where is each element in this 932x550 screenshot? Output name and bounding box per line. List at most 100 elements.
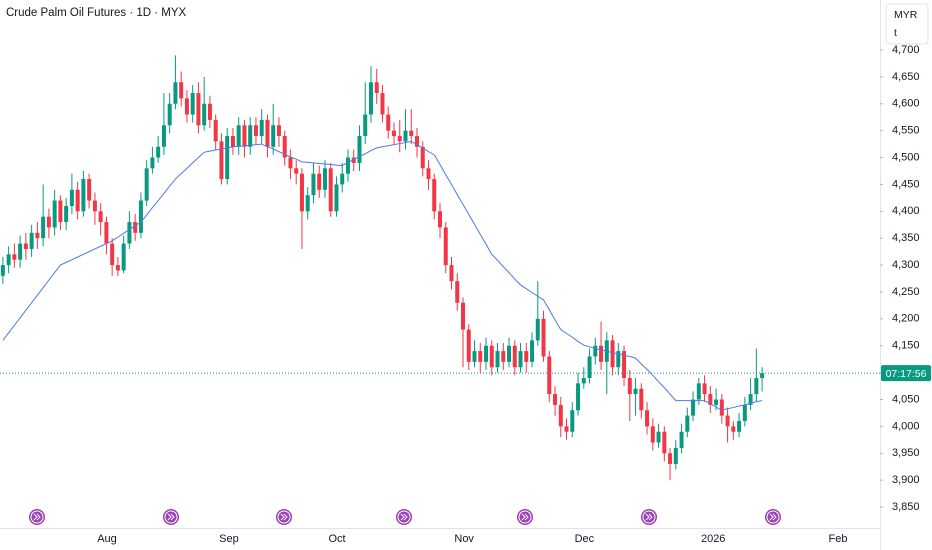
- candle-body: [150, 157, 155, 169]
- candle-body: [558, 404, 563, 427]
- currency-box[interactable]: [885, 3, 929, 45]
- candle-body: [645, 410, 650, 427]
- candle-body: [668, 453, 673, 465]
- candle-body: [495, 351, 500, 368]
- candle-body: [23, 243, 28, 249]
- candle-body: [317, 173, 322, 190]
- y-tick-label: 4,350: [892, 232, 920, 244]
- candle-body: [104, 222, 109, 244]
- candle-body: [363, 114, 368, 137]
- candle-body: [449, 265, 454, 282]
- candle-body: [386, 114, 391, 131]
- candle-body: [742, 404, 747, 422]
- candle-body: [75, 189, 80, 212]
- y-tick-label: 4,550: [892, 125, 920, 137]
- candle-body: [35, 232, 40, 239]
- candle-body: [144, 168, 149, 201]
- candle-body: [305, 195, 310, 212]
- candle-body: [12, 254, 17, 260]
- event-icon[interactable]: [396, 509, 412, 525]
- candle-body: [219, 141, 224, 180]
- candle-body: [696, 383, 701, 400]
- countdown: 07:17:56: [886, 368, 927, 380]
- candle-body: [702, 383, 707, 395]
- y-tick-label: 4,000: [892, 420, 920, 432]
- candle-body: [478, 351, 483, 362]
- candle-body: [627, 377, 632, 395]
- candle-body: [242, 125, 247, 147]
- candle-body: [679, 431, 684, 448]
- candle-body: [455, 281, 460, 303]
- x-tick-label: Sep: [219, 533, 239, 545]
- candle-body: [380, 93, 385, 115]
- candle-body: [253, 125, 258, 137]
- candle-body: [69, 189, 74, 206]
- candle-body: [161, 125, 166, 147]
- x-tick-label: Feb: [829, 533, 848, 545]
- candle-body: [691, 399, 696, 416]
- candle-body: [403, 130, 408, 142]
- candle-body: [501, 351, 506, 362]
- y-tick-label: 4,050: [892, 393, 920, 405]
- candle-body: [156, 146, 161, 158]
- candle-body: [587, 356, 592, 378]
- event-icon[interactable]: [641, 509, 657, 525]
- candle-body: [225, 136, 230, 180]
- candle-body: [610, 340, 615, 368]
- candle-body: [547, 356, 552, 395]
- candle-body: [236, 125, 241, 147]
- event-icon[interactable]: [29, 509, 45, 525]
- currency: MYR: [894, 9, 918, 21]
- candle-body: [46, 216, 51, 228]
- candle-body: [472, 351, 477, 362]
- moving-average: [2, 140, 763, 411]
- candle-body: [685, 415, 690, 432]
- candle-body: [87, 179, 92, 201]
- candle-body: [748, 394, 753, 405]
- candle-body: [207, 103, 212, 120]
- y-tick-label: 4,700: [892, 44, 920, 56]
- candle-body: [265, 119, 270, 147]
- candle-body: [714, 399, 719, 405]
- candle-body: [570, 410, 575, 432]
- candle-body: [507, 345, 512, 362]
- candle-body: [81, 179, 86, 212]
- candle-body: [754, 377, 759, 395]
- candle-body: [725, 415, 730, 427]
- event-icon[interactable]: [276, 509, 292, 525]
- candle-body: [420, 146, 425, 169]
- candle-body: [622, 351, 627, 378]
- candle-body: [230, 136, 235, 147]
- y-tick-label: 4,650: [892, 71, 920, 83]
- candle-body: [276, 125, 281, 137]
- candle-body: [340, 173, 345, 185]
- candle-body: [115, 265, 120, 271]
- candle-body: [650, 426, 655, 443]
- candle-body: [656, 431, 661, 443]
- candle-body: [593, 345, 598, 357]
- candle-body: [438, 211, 442, 228]
- y-tick-label: 4,150: [892, 340, 920, 352]
- candle-body: [409, 130, 414, 137]
- event-icon[interactable]: [517, 509, 533, 525]
- event-icon[interactable]: [765, 509, 781, 525]
- y-tick-label: 4,200: [892, 313, 920, 325]
- candle-body: [616, 351, 621, 368]
- candle-body: [535, 318, 540, 341]
- y-tick-label: 4,500: [892, 151, 920, 163]
- y-tick-label: 4,300: [892, 259, 920, 271]
- unit: t: [894, 27, 897, 39]
- candle-body: [581, 377, 586, 384]
- candle-body: [737, 421, 742, 432]
- x-tick-label: Aug: [97, 533, 117, 545]
- candle-body: [484, 345, 489, 362]
- y-tick-label: 3,900: [892, 474, 920, 486]
- candle-body: [98, 211, 103, 223]
- candle-body: [110, 243, 115, 266]
- candle-body: [397, 136, 402, 142]
- candle-body: [299, 173, 304, 212]
- x-tick-label: Dec: [575, 533, 595, 545]
- event-icon[interactable]: [163, 509, 179, 525]
